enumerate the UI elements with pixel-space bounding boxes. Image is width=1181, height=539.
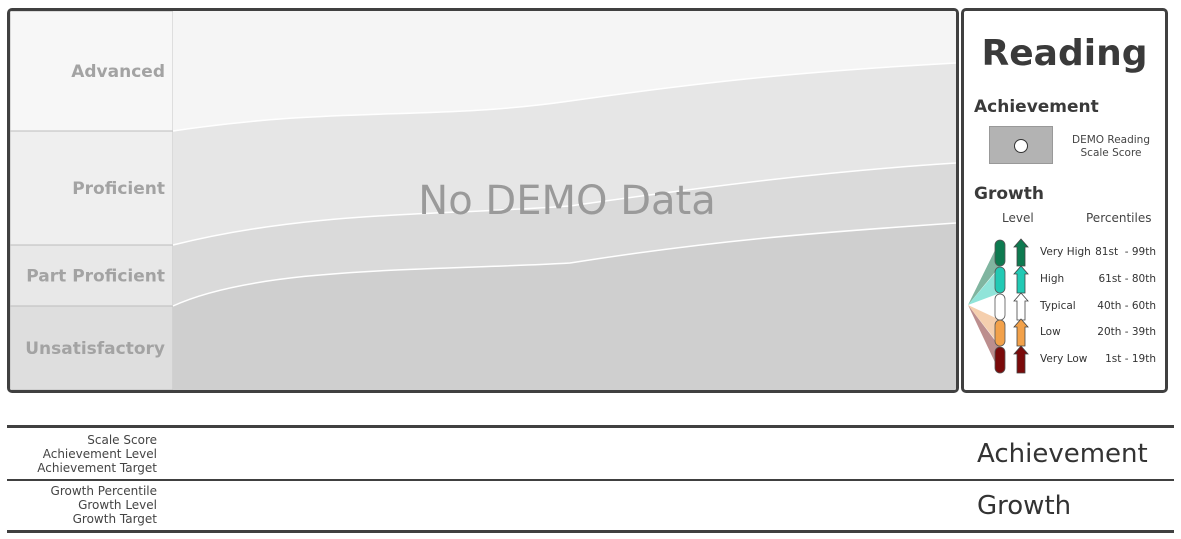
growth-arrow-icon-typical <box>1013 292 1029 321</box>
achievement-row-title: Achievement <box>977 439 1148 469</box>
growth-fan-low <box>968 305 1000 346</box>
growth-range-low: 20th - 39th <box>1097 326 1156 338</box>
level-heading: Level <box>1002 211 1034 225</box>
band-cell-advanced <box>10 11 174 132</box>
growth-row-title: Growth <box>977 491 1072 521</box>
growth-legend-graphic <box>968 238 1029 374</box>
growth-level-typical: Typical <box>1040 300 1076 312</box>
growth-fan-high <box>968 267 1000 305</box>
growth-range-typical: 40th - 60th <box>1097 300 1156 312</box>
growth-range-high: 61st - 80th <box>1098 273 1156 285</box>
band-label-unsatisfactory: Unsatisfactory <box>25 339 165 359</box>
growth-range-very-high: 81st - 99th <box>1095 246 1156 258</box>
growth-pill-very-low <box>994 346 1006 374</box>
score-marker-icon <box>989 136 1053 156</box>
growth-arrow-icon-high <box>1013 265 1029 294</box>
row-label-growth-percentile: Growth Percentile <box>50 484 157 498</box>
row-label-achievement-level: Achievement Level <box>42 447 157 461</box>
band-boundary-line <box>172 222 956 307</box>
growth-fan-very-high <box>968 240 1000 305</box>
achievement-row-labels: Scale Score Achievement Level Achievemen… <box>7 433 157 475</box>
band-area-unsatisfactory <box>173 223 956 390</box>
growth-level-very-high: Very High <box>1040 246 1091 258</box>
achievement-chart: Advanced Proficient Part Proficient Unsatis… <box>7 8 959 393</box>
band-label-part-proficient: Part Proficient <box>26 267 165 287</box>
subject-title: Reading <box>981 33 1148 74</box>
band-label-advanced: Advanced <box>71 62 165 82</box>
table-bottom-rule <box>7 530 1174 533</box>
growth-arrow-icon-very-low <box>1013 345 1029 374</box>
row-label-growth-level: Growth Level <box>78 498 157 512</box>
band-cell-part-proficient <box>10 244 174 307</box>
row-label-scale-score: Scale Score <box>87 433 157 447</box>
growth-level-low: Low <box>1040 326 1061 338</box>
growth-range-very-low: 1st - 19th <box>1105 353 1156 365</box>
growth-arrow-icon-very-high <box>1013 238 1029 267</box>
growth-pill-low <box>994 319 1006 347</box>
growth-pill-high <box>994 266 1006 294</box>
percentiles-heading: Percentiles <box>1086 211 1152 225</box>
band-boundary-line <box>172 62 956 132</box>
no-data-message: No DEMO Data <box>418 178 715 224</box>
achievement-band-chart: Advanced Proficient Part Proficient Unsatis… <box>10 11 956 390</box>
band-cell-unsatisfactory <box>10 305 174 390</box>
achievement-heading: Achievement <box>974 97 1099 117</box>
row-label-growth-target: Growth Target <box>72 512 157 526</box>
growth-pill-typical <box>994 293 1006 321</box>
growth-fan-very-low <box>968 305 1000 373</box>
achievement-label: DEMO Reading Scale Score <box>1071 134 1150 159</box>
growth-row-labels: Growth Percentile Growth Level Growth Ta… <box>7 484 157 526</box>
results-table: Scale Score Achievement Level Achievemen… <box>7 425 1174 535</box>
table-top-rule <box>7 425 1174 428</box>
growth-arrow-icon-low <box>1013 318 1029 347</box>
band-boundary-line <box>172 162 956 246</box>
legend-panel: Reading Achievement DEMO Reading Scale S… <box>961 8 1168 393</box>
growth-heading: Growth <box>974 184 1044 204</box>
band-cell-proficient <box>10 130 174 246</box>
growth-pill-very-high <box>994 239 1006 267</box>
growth-level-high: High <box>1040 273 1065 285</box>
row-label-achievement-target: Achievement Target <box>37 461 157 475</box>
growth-level-very-low: Very Low <box>1040 353 1088 365</box>
table-middle-rule <box>7 479 1174 481</box>
band-label-proficient: Proficient <box>72 179 165 199</box>
